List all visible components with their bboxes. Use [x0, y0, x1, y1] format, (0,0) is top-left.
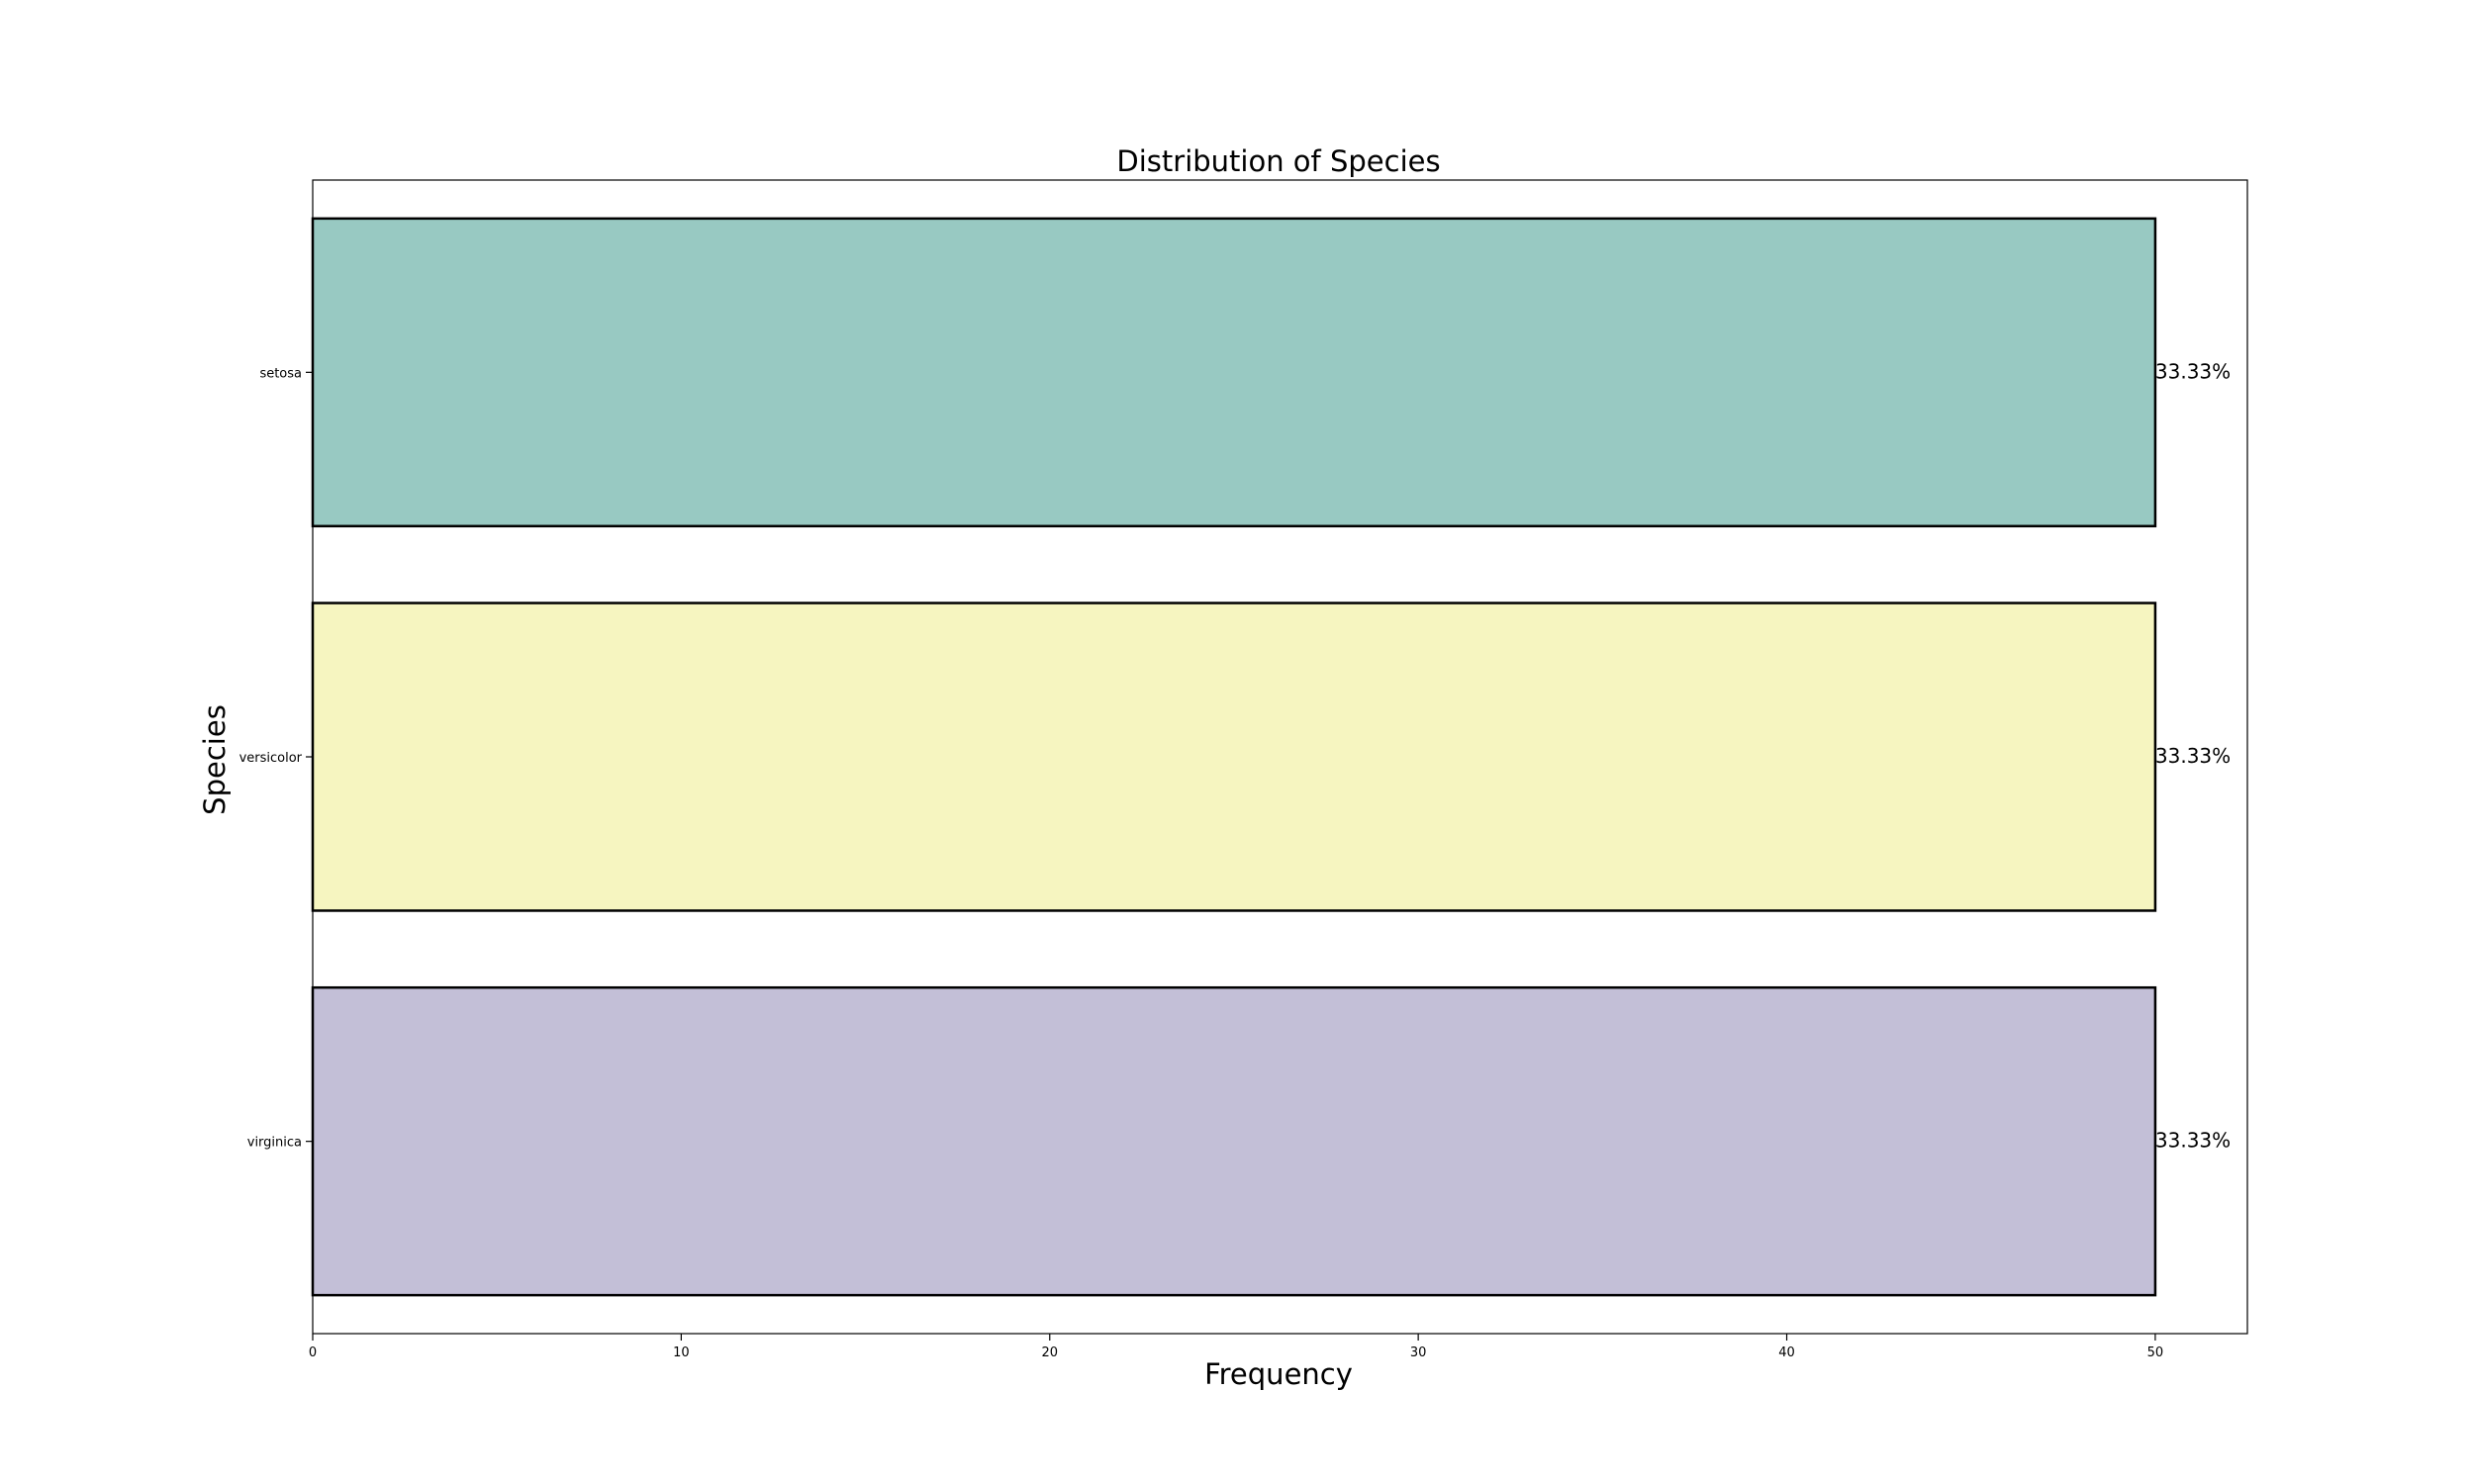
bar-setosa	[311, 217, 2157, 528]
y-tick-label-virginica: virginica	[247, 1136, 302, 1151]
x-tick-label-40: 40	[1778, 1345, 1795, 1360]
axes-frame	[312, 179, 2248, 1335]
x-axis-label: Frequency	[1204, 1357, 1353, 1391]
plot-area: setosa 33.33% versicolor 33.33% virginica 33.…	[239, 179, 2248, 1360]
x-tick-label-50: 50	[2147, 1345, 2164, 1360]
x-tick-label-0: 0	[309, 1345, 317, 1360]
x-tick-label-10: 10	[673, 1345, 690, 1360]
chart-title: Distribution of Species	[1116, 144, 1440, 178]
data-label-virginica: 33.33%	[2155, 1129, 2231, 1153]
data-label-setosa: 33.33%	[2155, 359, 2231, 383]
bar-virginica	[311, 985, 2157, 1297]
y-axis-label: Species	[198, 704, 232, 815]
x-tick-label-20: 20	[1041, 1345, 1058, 1360]
bar-versicolor	[311, 602, 2157, 912]
x-tick-label-30: 30	[1410, 1345, 1427, 1360]
y-tick-label-versicolor: versicolor	[239, 751, 303, 766]
y-tick-label-setosa: setosa	[259, 366, 302, 381]
data-label-versicolor: 33.33%	[2155, 744, 2231, 768]
